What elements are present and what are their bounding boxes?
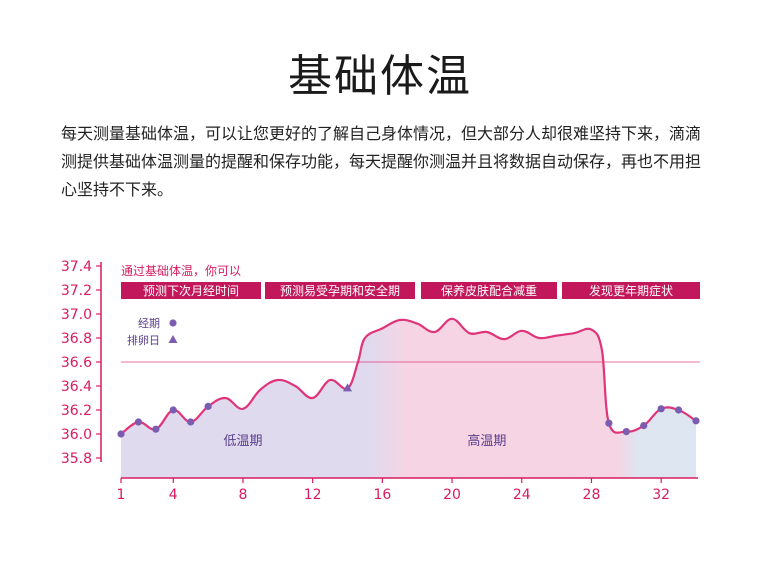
legend-label: 经期 xyxy=(138,317,160,330)
region-label: 低温期 xyxy=(223,434,262,449)
y-tick-label: 37.0 xyxy=(61,307,92,323)
x-tick-label: 8 xyxy=(239,487,248,503)
area-fill xyxy=(121,318,696,478)
period-marker xyxy=(204,402,212,410)
banner-label: 发现更年期症状 xyxy=(589,283,673,298)
period-marker xyxy=(674,406,683,414)
legend-label: 排卵日 xyxy=(127,333,160,347)
region-label: 高温期 xyxy=(467,433,506,449)
period-marker xyxy=(622,428,630,436)
temperature-line xyxy=(120,317,697,435)
x-tick-label: 20 xyxy=(443,487,461,503)
page-title: 基础体温 xyxy=(288,51,472,102)
y-tick-label: 36.2 xyxy=(61,403,92,419)
x-tick-label: 28 xyxy=(583,487,601,503)
legend-triangle-icon xyxy=(168,335,178,343)
legend-circle-icon xyxy=(169,319,177,327)
y-tick-label: 36.4 xyxy=(61,379,92,395)
period-marker xyxy=(657,405,665,413)
period-marker xyxy=(187,418,195,426)
banner-box xyxy=(121,282,261,299)
y-tick-label: 36.8 xyxy=(61,331,92,347)
y-tick-label: 37.4 xyxy=(61,259,92,275)
intro-paragraph: 每天测量基础体温，可以让您更好的了解自己身体情况，但大部分人却很难坚持下来，滴滴… xyxy=(61,124,702,199)
y-tick-label: 36.6 xyxy=(61,355,92,371)
x-tick-label: 16 xyxy=(373,487,391,503)
y-tick-label: 35.8 xyxy=(61,451,92,467)
banner-box xyxy=(265,282,415,299)
x-tick-label: 4 xyxy=(169,487,178,503)
y-tick-label: 37.2 xyxy=(61,283,92,299)
period-marker xyxy=(169,406,177,414)
period-marker xyxy=(152,425,160,433)
x-tick-label: 24 xyxy=(513,487,531,503)
ovulation-marker xyxy=(343,383,353,392)
banner-label: 预测易受孕期和安全期 xyxy=(280,283,400,298)
x-tick-label: 1 xyxy=(117,487,126,503)
annotation-text: 通过基础体温，你可以 xyxy=(121,264,241,278)
banner-label: 保养皮肤配合减重 xyxy=(441,283,537,298)
x-tick-label: 12 xyxy=(304,487,322,503)
period-marker xyxy=(692,417,700,425)
period-marker xyxy=(134,418,143,426)
period-marker xyxy=(605,419,613,427)
y-tick-label: 36.0 xyxy=(61,427,92,443)
period-marker xyxy=(117,430,125,438)
banner-box xyxy=(562,282,700,299)
banner-box xyxy=(421,282,557,299)
period-marker xyxy=(640,422,648,430)
banner-label: 预测下次月经时间 xyxy=(143,284,239,298)
x-tick-label: 32 xyxy=(652,487,670,503)
